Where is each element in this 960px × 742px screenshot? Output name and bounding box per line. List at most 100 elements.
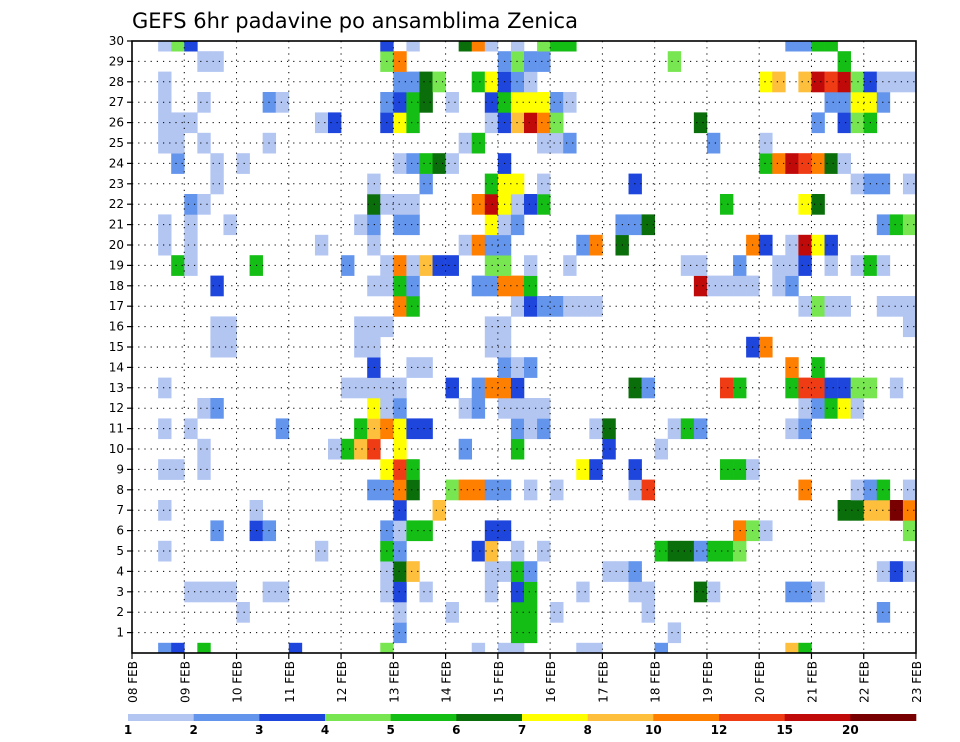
colorbar-label: 8: [583, 723, 591, 737]
cell: [197, 51, 211, 72]
cell: [393, 112, 407, 134]
y-tick-label: 1: [116, 626, 124, 640]
cell: [889, 214, 904, 236]
cell: [902, 71, 917, 93]
cell: [837, 153, 851, 174]
cell: [210, 275, 224, 297]
cell: [158, 71, 172, 93]
cell: [537, 418, 551, 440]
cell: [210, 398, 224, 419]
colorbar-label: 20: [842, 723, 859, 737]
cell: [236, 153, 250, 174]
cell: [223, 581, 237, 603]
cell: [393, 71, 407, 93]
cell: [354, 316, 368, 338]
cell: [406, 561, 420, 582]
cell: [550, 296, 564, 317]
cell: [393, 377, 407, 399]
cell: [680, 540, 695, 562]
cell: [406, 255, 420, 276]
y-tick-label: 5: [116, 544, 124, 558]
cell: [889, 500, 904, 521]
cell: [510, 561, 525, 582]
cell: [641, 214, 655, 236]
cell: [510, 194, 525, 215]
cell: [837, 500, 851, 521]
cell: [393, 398, 407, 419]
cell: [510, 398, 525, 419]
cell: [641, 377, 655, 399]
cell: [197, 92, 211, 113]
cell: [589, 642, 603, 654]
cell: [667, 622, 682, 644]
cell: [720, 459, 734, 480]
cell: [275, 581, 290, 603]
cell: [811, 398, 825, 419]
cell: [576, 459, 590, 480]
cell: [524, 561, 538, 582]
cell: [837, 92, 851, 113]
y-tick-label: 15: [109, 340, 124, 354]
cell: [902, 520, 917, 542]
cell: [798, 194, 812, 215]
cell: [576, 642, 590, 654]
cell: [889, 296, 904, 317]
x-tick-label: 11 FEB: [283, 661, 297, 703]
cell: [850, 92, 865, 113]
cell: [720, 377, 734, 399]
cell: [471, 234, 486, 256]
y-tick-label: 20: [109, 238, 124, 252]
cell: [563, 255, 577, 276]
y-tick-label: 23: [109, 177, 124, 191]
cell: [197, 398, 211, 419]
cell: [876, 500, 891, 521]
cell: [824, 153, 838, 174]
colorbar-segment: [259, 714, 326, 721]
cell: [837, 377, 851, 399]
cell: [654, 540, 669, 562]
colorbar-label: 3: [255, 723, 263, 737]
cell: [824, 92, 838, 113]
cell: [432, 153, 446, 174]
cell: [445, 153, 459, 174]
cell: [667, 540, 682, 562]
y-tick-label: 11: [109, 422, 124, 436]
y-tick-label: 7: [116, 503, 124, 517]
cell: [184, 41, 198, 52]
cell: [171, 642, 185, 654]
cell: [406, 214, 420, 236]
colorbar-label: 6: [452, 723, 460, 737]
cell: [354, 377, 368, 399]
cell: [406, 357, 420, 378]
cell: [680, 255, 695, 276]
cell: [419, 520, 433, 542]
colorbar-segment: [587, 714, 654, 721]
cell: [471, 540, 486, 562]
cell: [393, 581, 407, 603]
cell: [524, 622, 538, 644]
cell: [484, 275, 499, 297]
colorbar: 1 2 3 4 5 6 7 8 10 12 15 20: [124, 714, 917, 737]
cell: [171, 459, 185, 480]
cell: [393, 255, 407, 276]
cell: [445, 255, 459, 276]
cell: [811, 296, 825, 317]
colorbar-segment: [325, 714, 391, 721]
cell: [197, 581, 211, 603]
cell: [171, 41, 185, 52]
cell: [275, 418, 290, 440]
cell: [380, 41, 394, 52]
cell: [876, 214, 891, 236]
cell: [524, 296, 538, 317]
cell: [432, 71, 446, 93]
cell: [210, 51, 224, 72]
colorbar-segment: [193, 714, 260, 721]
cell: [393, 520, 407, 542]
cell: [314, 540, 329, 562]
cell: [720, 540, 734, 562]
cell: [484, 234, 499, 256]
cell: [314, 112, 329, 134]
cell: [171, 112, 185, 134]
cell: [393, 296, 407, 317]
cell: [419, 92, 433, 113]
